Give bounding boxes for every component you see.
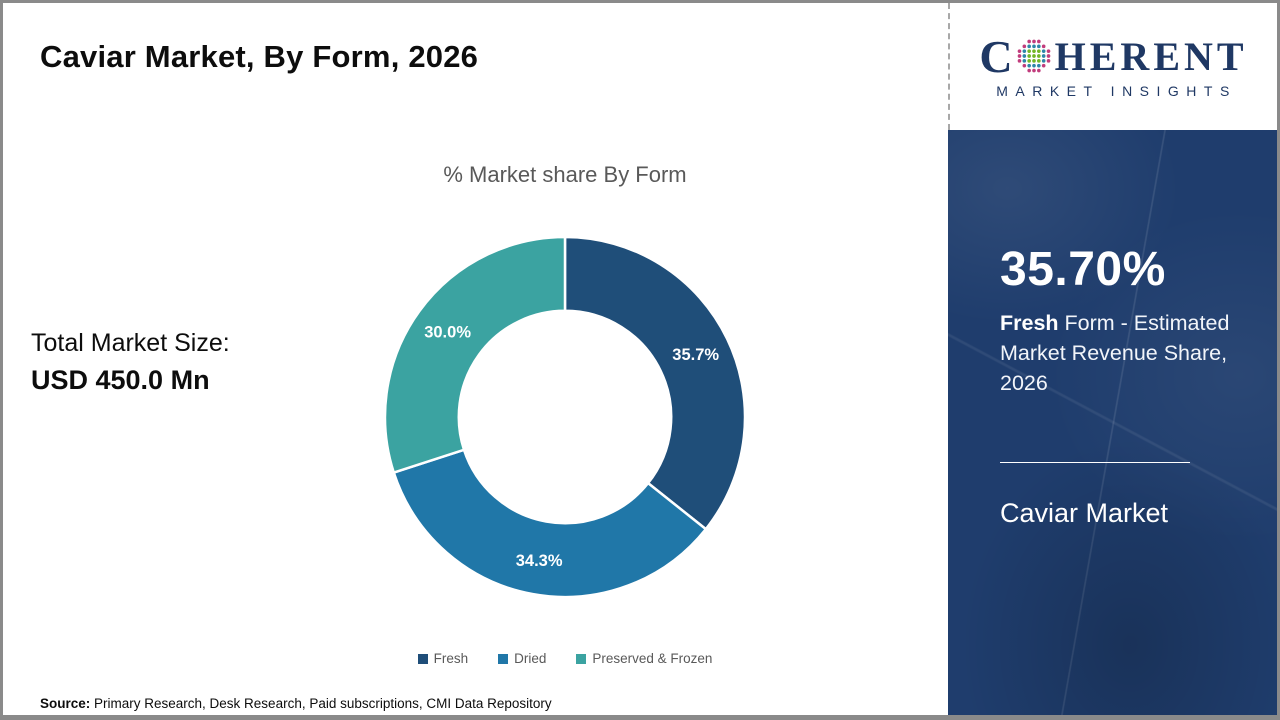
legend-swatch <box>417 653 428 664</box>
logo-wordmark: C HERENT <box>979 34 1247 80</box>
total-market-size-value: USD 450.0 Mn <box>31 365 210 395</box>
highlight-description-rest: Form - Estimated Market Revenue Share, 2… <box>1000 311 1230 395</box>
legend-label: Dried <box>514 651 547 666</box>
legend-swatch <box>576 653 587 664</box>
legend-swatch <box>498 653 509 664</box>
legend-item: Preserved & Frozen <box>576 651 712 666</box>
panel-divider <box>1000 462 1190 463</box>
svg-text:30.0%: 30.0% <box>424 324 471 342</box>
logo-subtitle: MARKET INSIGHTS <box>996 83 1237 99</box>
legend-item: Dried <box>498 651 546 666</box>
source-text: Primary Research, Desk Research, Paid su… <box>90 696 552 711</box>
legend-label: Fresh <box>433 651 469 666</box>
svg-text:35.7%: 35.7% <box>672 346 719 364</box>
source-label: Source: <box>40 696 91 711</box>
legend-item: Fresh <box>417 651 469 666</box>
total-market-size-label: Total Market Size: <box>31 329 230 357</box>
highlight-description: Fresh Form - Estimated Market Revenue Sh… <box>1000 308 1242 398</box>
logo-letter-c: C <box>979 31 1013 82</box>
highlight-percentage: 35.70% <box>1000 243 1166 296</box>
company-logo: C HERENT MARKET INSIGHTS <box>948 3 1277 130</box>
right-panel: 35.70% Fresh Form - Estimated Market Rev… <box>948 130 1277 715</box>
legend-label: Preserved & Frozen <box>592 651 713 666</box>
page-title: Caviar Market, By Form, 2026 <box>40 39 479 74</box>
chart-title: % Market share By Form <box>443 162 687 187</box>
highlight-description-bold: Fresh <box>1000 311 1059 335</box>
donut-chart: 35.7% 34.3% 30.0% <box>383 235 747 599</box>
logo-letters-rest: HERENT <box>1054 34 1248 79</box>
svg-text:34.3%: 34.3% <box>516 552 563 570</box>
source-line: Source: Primary Research, Desk Research,… <box>40 696 552 711</box>
coherent-globe-icon <box>1017 39 1050 73</box>
panel-market-name: Caviar Market <box>1000 498 1169 528</box>
chart-legend: Fresh Dried Preserved & Frozen <box>335 651 795 666</box>
